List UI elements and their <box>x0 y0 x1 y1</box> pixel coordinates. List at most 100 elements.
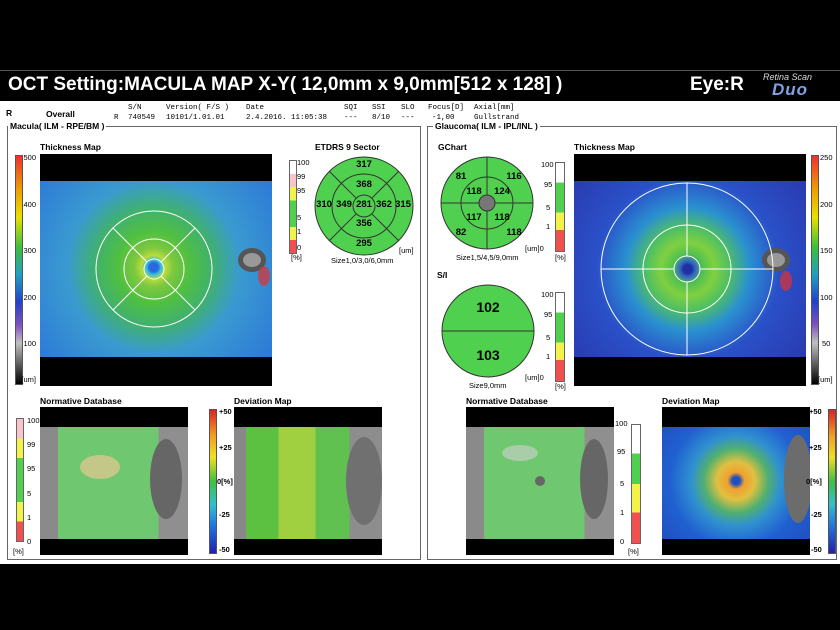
etdrs-scale-99: 99 <box>297 172 306 181</box>
glaucoma-normdb-map <box>466 427 614 539</box>
macula-thickness-tick-500: 500 <box>23 153 36 162</box>
etdrs-size: Size1,0/3,0/6,0mm <box>331 256 394 265</box>
si-chart <box>441 284 535 378</box>
focus-value: -1,00 <box>432 114 455 122</box>
etdrs-outer-superior: 317 <box>356 159 372 170</box>
macula-normdb-colorbar <box>16 418 24 542</box>
etdrs-inner-temporal: 349 <box>336 199 352 210</box>
axial-header: Axial[mm] <box>474 104 515 112</box>
gchart-outer-top-right: 116 <box>506 171 522 182</box>
glaucoma-thickness-colorbar <box>811 155 819 385</box>
slo-value: --- <box>401 114 415 122</box>
si-scale-95: 95 <box>544 310 553 319</box>
macula-thickness-tick-400: 400 <box>23 200 36 209</box>
macula-normdb-scale-95: 95 <box>27 464 36 473</box>
glaucoma-normdb-scale-0: 0 <box>620 537 625 546</box>
glaucoma-normdb-scale-1: 1 <box>620 508 625 517</box>
glaucoma-normdb-scale-100: 100 <box>615 419 628 428</box>
sqi-header: SQI <box>344 104 358 112</box>
ssi-header: SSI <box>372 104 386 112</box>
glaucoma-thickness-tick-250: 250 <box>820 153 833 162</box>
glaucoma-deviation-tick-plus25: +25 <box>809 443 822 452</box>
macula-thickness-title: Thickness Map <box>40 142 101 152</box>
glaucoma-deviation-tick-plus50: +50 <box>809 407 822 416</box>
gchart-center-disc <box>478 194 496 212</box>
etdrs-colorbar <box>289 160 297 254</box>
glaucoma-thickness-title: Thickness Map <box>574 142 635 152</box>
gchart-scale-100: 100 <box>541 160 554 169</box>
etdrs-outer-temporal: 310 <box>316 199 332 210</box>
glaucoma-thickness-tick-150: 150 <box>820 246 833 255</box>
macula-deviation-colorbar <box>209 409 217 554</box>
focus-header: Focus[D] <box>428 104 465 112</box>
gchart-outer-bottom-right: 118 <box>506 227 522 238</box>
si-colorbar <box>555 292 565 382</box>
etdrs-inner-superior: 368 <box>356 179 372 190</box>
etdrs-outer-nasal: 315 <box>395 199 411 210</box>
si-superior-value: 102 <box>476 299 500 315</box>
macula-thickness-map <box>40 181 272 357</box>
axial-value: Gullstrand <box>474 114 520 122</box>
macula-normdb-scale-100: 100 <box>27 416 40 425</box>
si-scale-100: 100 <box>541 290 554 299</box>
gchart-chart <box>440 156 534 250</box>
sqi-value: --- <box>344 114 358 122</box>
etdrs-chart <box>314 156 414 256</box>
gchart-title: GChart <box>438 142 467 152</box>
sn-header: S/N <box>128 104 142 112</box>
glaucoma-thickness-unit: [um] <box>818 375 833 384</box>
etdrs-title: ETDRS 9 Sector <box>315 142 380 152</box>
gchart-size: Size1,5/4,5/9,0mm <box>456 253 519 262</box>
bottom-bar <box>0 564 840 630</box>
gchart-scale-0: [um]0 <box>525 244 544 253</box>
macula-thickness-tick-200: 200 <box>23 293 36 302</box>
gchart-outer-bottom-left: 82 <box>455 227 467 238</box>
macula-thickness-unit: [um] <box>21 375 36 384</box>
macula-deviation-map <box>234 427 382 539</box>
glaucoma-normdb-title: Normative Database <box>466 396 548 406</box>
glaucoma-thickness-tick-100: 100 <box>820 293 833 302</box>
eye-letter: R <box>6 108 13 118</box>
gchart-scale-1: 1 <box>546 222 551 231</box>
etdrs-scale-1: 1 <box>297 227 302 236</box>
glaucoma-normdb-colorbar <box>631 424 641 544</box>
macula-normdb-scale-unit: [%] <box>13 547 24 556</box>
etdrs-center: 281 <box>356 199 372 210</box>
sn-value: 740549 <box>128 114 156 122</box>
macula-deviation-tick-plus50: +50 <box>219 407 232 416</box>
macula-deviation-tick-plus25: +25 <box>219 443 232 452</box>
glaucoma-panel-title: Glaucoma( ILM - IPL/INL ) <box>433 121 540 131</box>
si-size: Size9,0mm <box>469 381 507 390</box>
gchart-outer-top-left: 81 <box>455 171 467 182</box>
macula-deviation-title: Deviation Map <box>234 396 292 406</box>
macula-thickness-colorbar <box>15 155 23 385</box>
macula-normdb-scale-5: 5 <box>27 489 32 498</box>
etdrs-scale-95: 95 <box>297 186 306 195</box>
si-scale-0: [um]0 <box>525 373 544 382</box>
etdrs-scale-5: 5 <box>297 213 302 222</box>
macula-normdb-map <box>40 427 188 539</box>
overall-label: Overall <box>46 109 75 119</box>
glaucoma-deviation-title: Deviation Map <box>662 396 720 406</box>
brand-logo: Duo <box>772 80 809 99</box>
macula-thickness-tick-100: 100 <box>23 339 36 348</box>
si-title: S/I <box>437 270 448 280</box>
si-scale-5: 5 <box>546 333 551 342</box>
macula-normdb-scale-0: 0 <box>27 537 32 546</box>
version-value: 10101/1.01.01 <box>166 114 225 122</box>
brand-subtitle: Retina Scan <box>763 72 813 82</box>
glaucoma-deviation-tick-minus25: -25 <box>811 510 822 519</box>
gchart-colorbar <box>555 162 565 252</box>
gchart-inner-bottom-right: 118 <box>494 212 510 223</box>
si-inferior-value: 103 <box>476 347 500 363</box>
macula-deviation-tick-0: 0[%] <box>217 477 233 486</box>
glaucoma-deviation-tick-minus50: -50 <box>811 545 822 554</box>
glaucoma-gchart-grid-overlay <box>600 182 792 356</box>
si-scale-1: 1 <box>546 352 551 361</box>
gchart-inner-top-right: 124 <box>494 186 510 197</box>
version-header: Version( F/S ) <box>166 104 230 112</box>
glaucoma-normdb-scale-95: 95 <box>617 447 626 456</box>
macula-normdb-scale-1: 1 <box>27 513 32 522</box>
etdrs-inner-nasal: 362 <box>376 199 392 210</box>
glaucoma-normdb-scale-5: 5 <box>620 479 625 488</box>
